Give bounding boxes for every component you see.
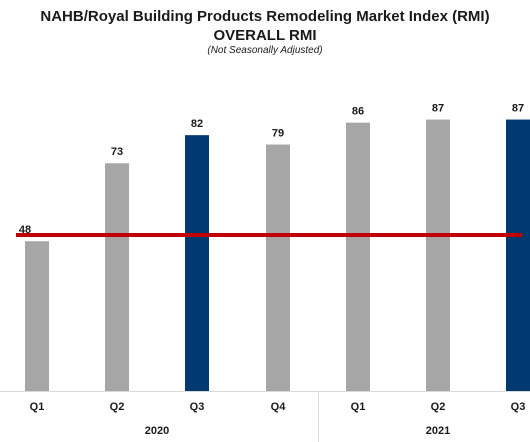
bar-3 bbox=[185, 135, 209, 391]
bar-5 bbox=[346, 122, 370, 392]
year-label-2021: 2021 bbox=[426, 425, 450, 437]
category-label-2: Q2 bbox=[110, 401, 125, 413]
year-label-2020: 2020 bbox=[145, 425, 169, 437]
value-label-6: 87 bbox=[432, 103, 444, 115]
value-label-5: 86 bbox=[352, 106, 364, 118]
value-label-3: 82 bbox=[191, 118, 203, 130]
category-label-1: Q1 bbox=[30, 401, 45, 413]
category-label-4: Q4 bbox=[271, 401, 287, 413]
value-label-7: 87 bbox=[512, 103, 524, 115]
chart-title: NAHB/Royal Building Products Remodeling … bbox=[40, 8, 490, 25]
bar-7 bbox=[506, 119, 530, 391]
bar-2 bbox=[105, 163, 129, 391]
bar-4 bbox=[266, 144, 290, 391]
bar-6 bbox=[426, 119, 450, 391]
chart-note: (Not Seasonally Adjusted) bbox=[207, 45, 323, 56]
category-label-6: Q2 bbox=[431, 401, 446, 413]
chart-subtitle: OVERALL RMI bbox=[213, 27, 317, 44]
category-label-5: Q1 bbox=[351, 401, 366, 413]
value-label-4: 79 bbox=[272, 128, 284, 140]
category-label-7: Q3 bbox=[511, 401, 526, 413]
bar-1 bbox=[25, 241, 49, 391]
category-label-3: Q3 bbox=[190, 401, 205, 413]
value-label-2: 73 bbox=[111, 146, 123, 158]
